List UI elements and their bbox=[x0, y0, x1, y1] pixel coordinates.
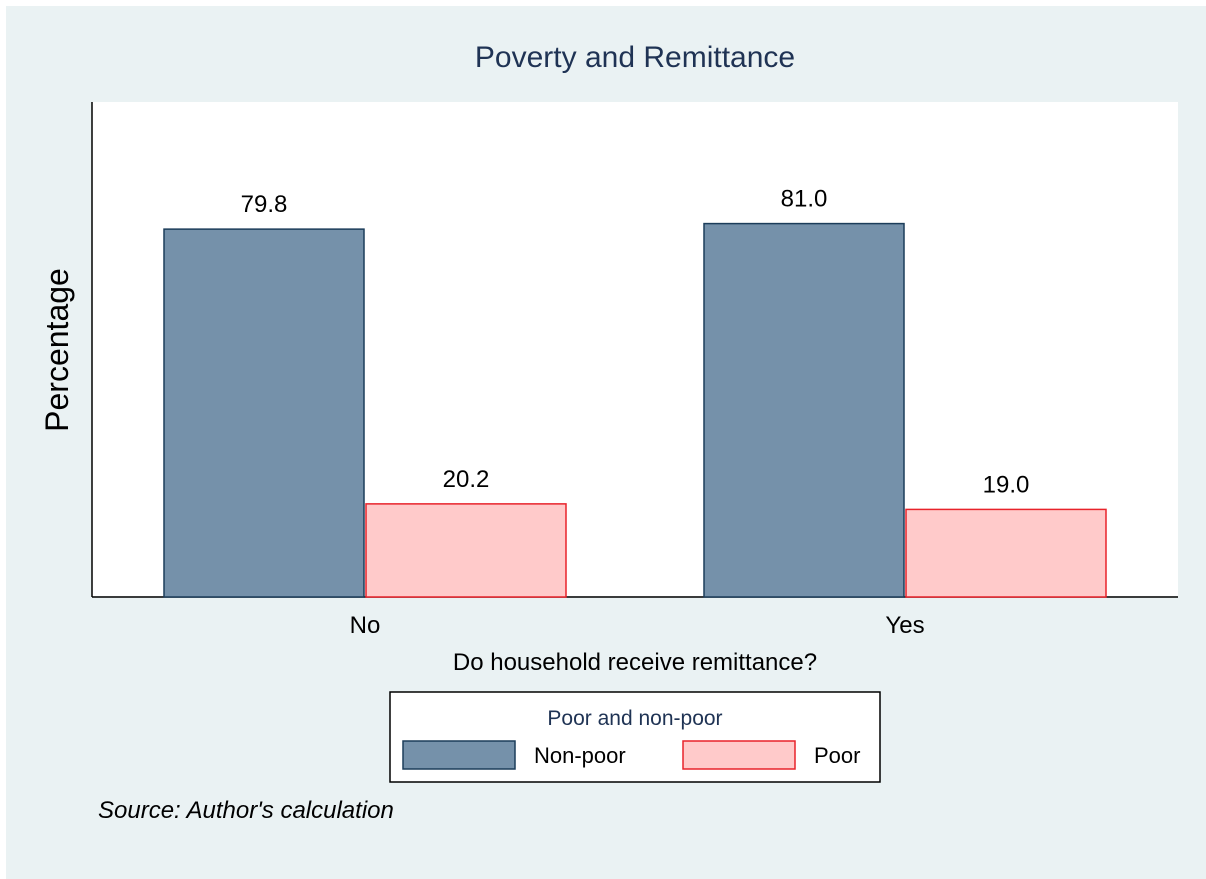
x-axis-label: Do household receive remittance? bbox=[453, 649, 817, 676]
bar-non-poor-yes bbox=[703, 222, 905, 598]
bar-poor-yes bbox=[905, 508, 1107, 598]
data-label-poor-no: 20.2 bbox=[443, 466, 490, 493]
x-tick-label-no: No bbox=[350, 612, 381, 639]
legend-label-non-poor: Non-poor bbox=[534, 743, 626, 768]
data-label-non-poor-no: 79.8 bbox=[241, 191, 288, 218]
bar-non-poor-no bbox=[163, 228, 365, 598]
legend-swatch-non-poor bbox=[402, 740, 516, 770]
data-label-poor-yes: 19.0 bbox=[983, 471, 1030, 498]
legend: Poor and non-poor Non-poor Poor bbox=[389, 691, 881, 783]
data-label-non-poor-yes: 81.0 bbox=[781, 186, 828, 213]
legend-swatch-poor bbox=[682, 740, 796, 770]
source-note: Source: Author's calculation bbox=[98, 797, 394, 824]
x-tick-label-yes: Yes bbox=[885, 612, 924, 639]
bars-layer: 79.8 20.2 No 81.0 19.0 Yes bbox=[163, 186, 1107, 639]
bar-poor-no bbox=[365, 503, 567, 598]
chart-title: Poverty and Remittance bbox=[475, 41, 795, 74]
legend-label-poor: Poor bbox=[814, 743, 860, 768]
y-axis-label: Percentage bbox=[39, 268, 75, 432]
legend-box bbox=[389, 691, 881, 783]
legend-title: Poor and non-poor bbox=[547, 707, 722, 730]
